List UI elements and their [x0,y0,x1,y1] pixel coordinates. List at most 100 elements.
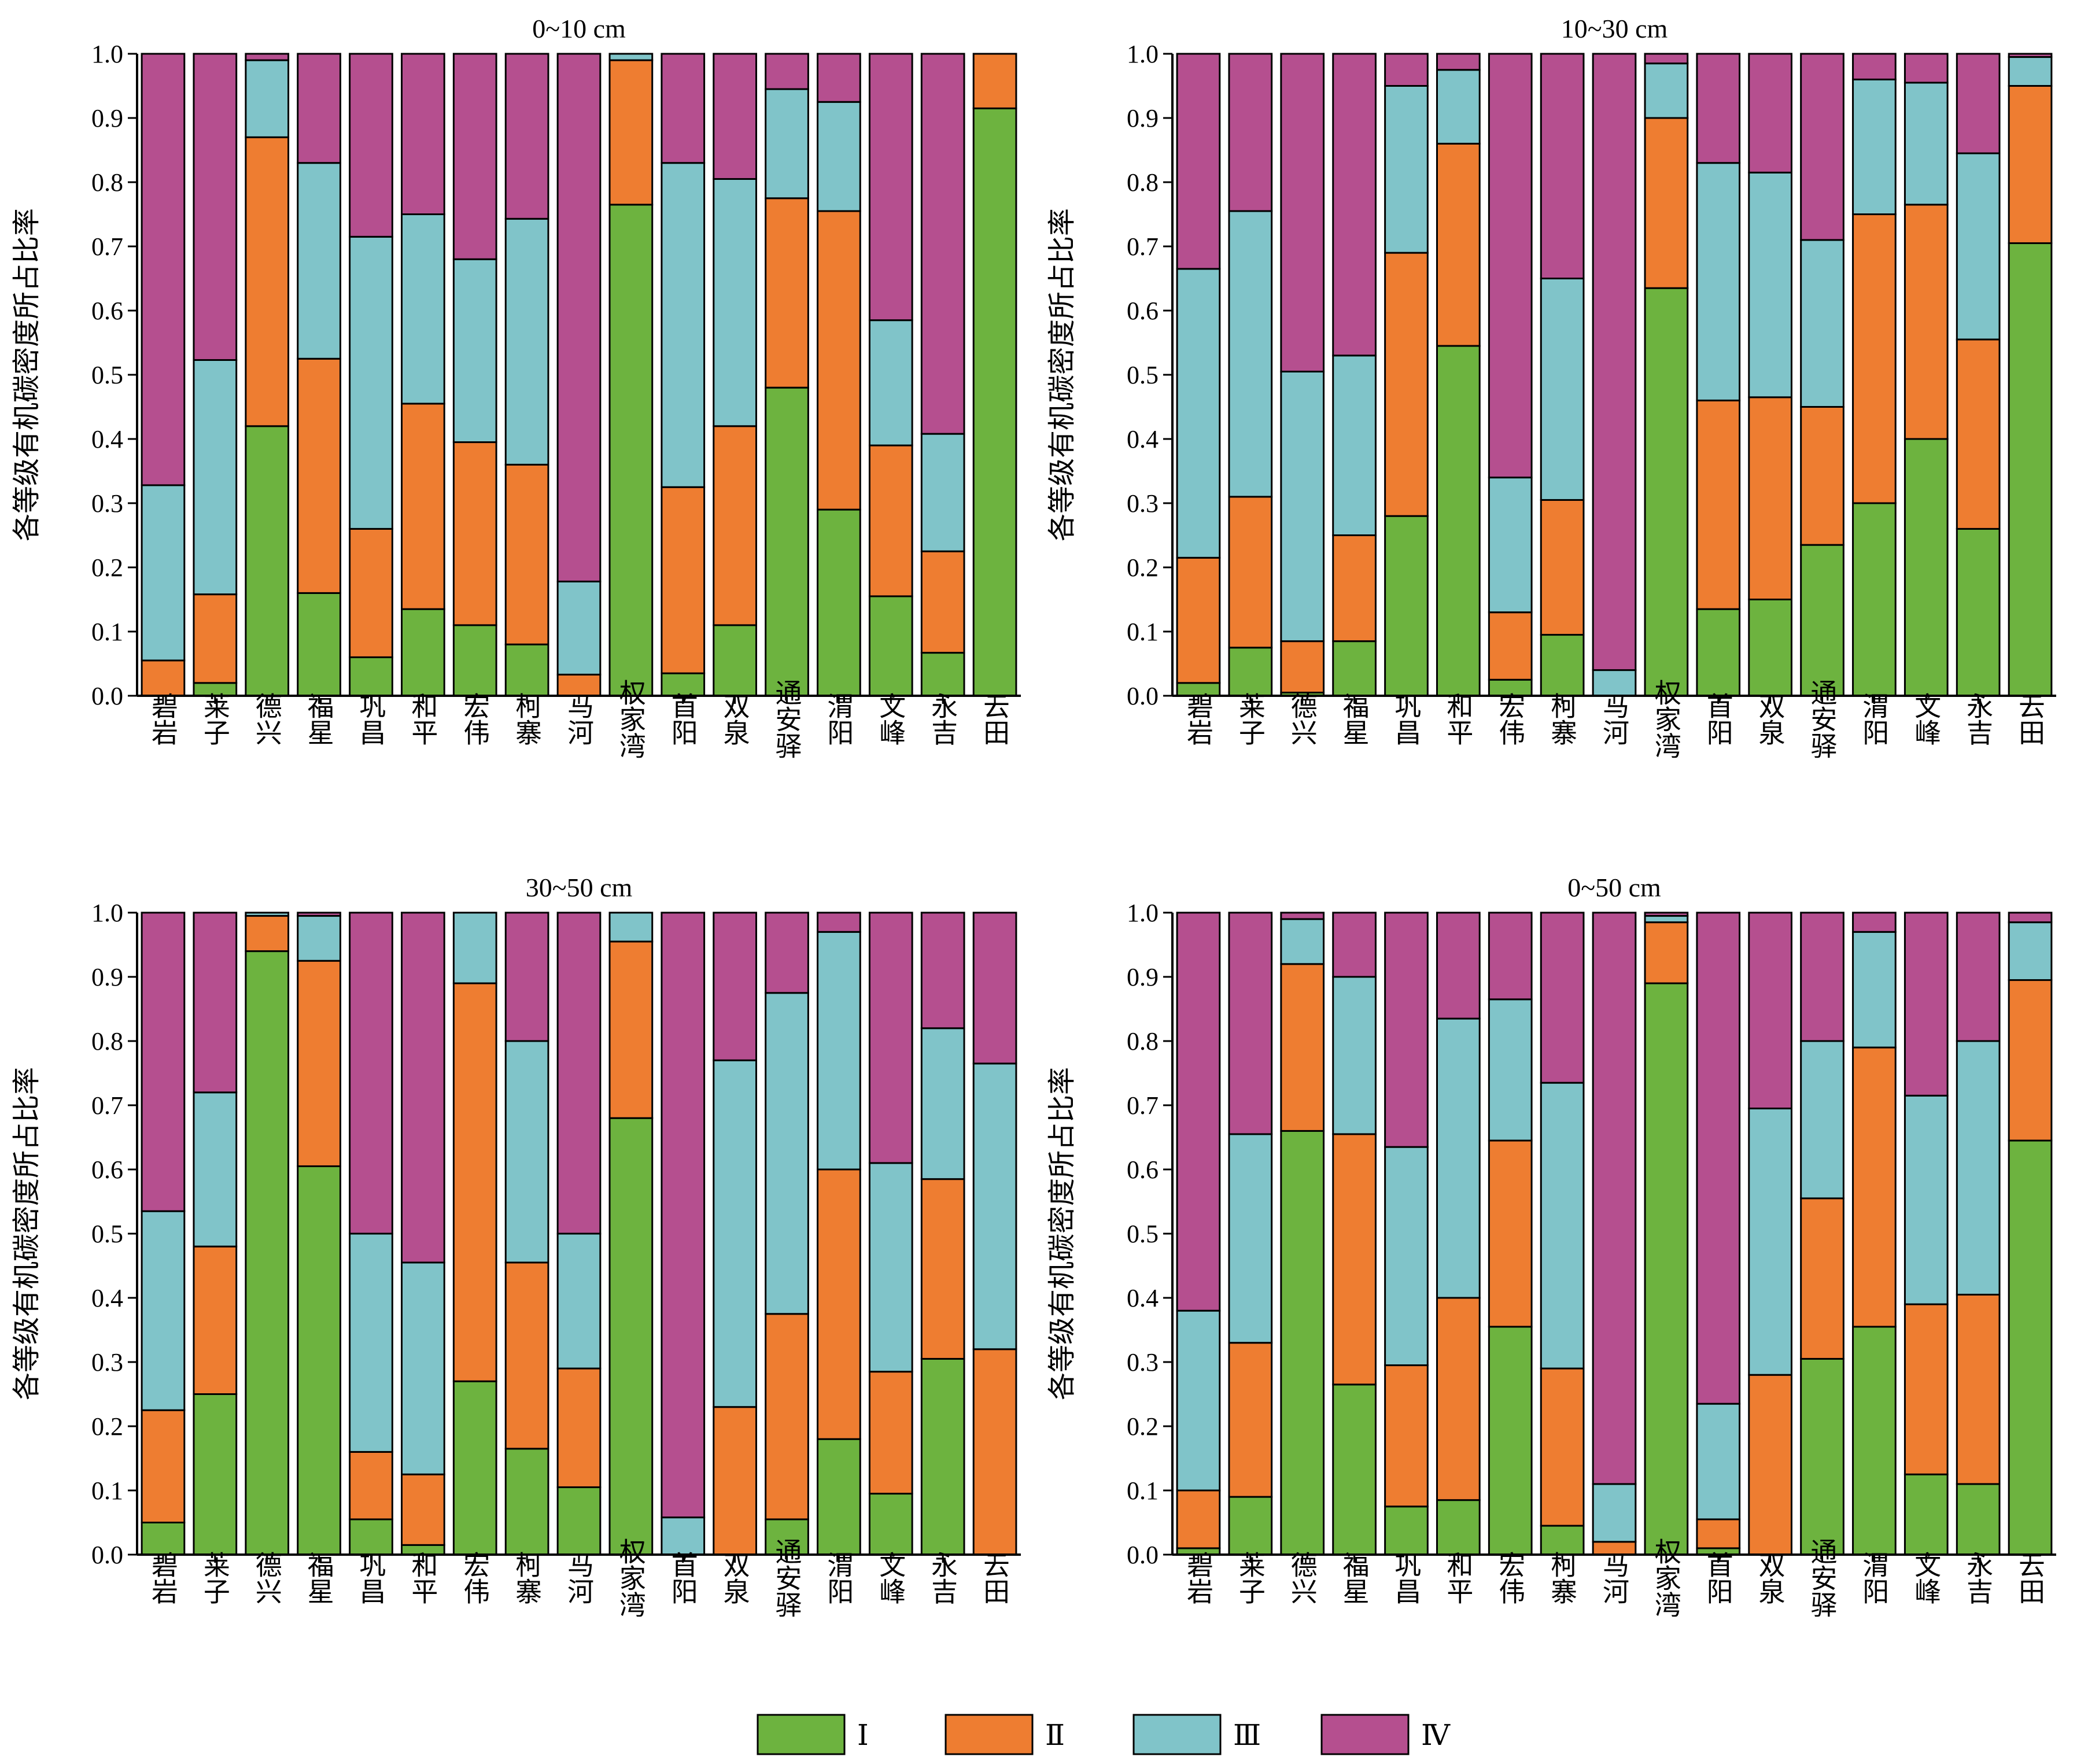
bar-segment-碧岩-Ⅲ [1176,268,1221,559]
bar-segment-文峰-Ⅳ [1903,53,1949,84]
bar-segment-权家湾-Ⅰ [1644,287,1689,697]
y-tick-label: 0.7 [1127,1091,1159,1120]
bar-segment-文峰-Ⅲ [868,319,913,446]
bar-segment-文峰-Ⅱ [1903,1303,1949,1475]
bar-segment-云田-Ⅳ [2008,911,2053,924]
bar-segment-云田-Ⅱ [972,53,1017,109]
bar-segment-柯寨-Ⅰ [1540,634,1585,697]
bar-segment-马河-Ⅲ [1592,1483,1637,1543]
bar-segment-德兴-Ⅰ [245,425,290,697]
bar-segment-通安驿-Ⅱ [1800,406,1844,546]
panel-title: 0~50 cm [1567,873,1661,902]
bar-segment-云田-Ⅰ [2008,1139,2053,1556]
bar-segment-渭阳-Ⅰ [1852,502,1897,697]
y-tick-label: 0.3 [91,489,123,518]
bar-segment-永吉-Ⅰ [920,1357,965,1556]
bar-segment-永吉-Ⅳ [920,911,965,1029]
bar-segment-权家湾-Ⅲ [608,911,654,943]
bar-segment-渭阳-Ⅲ [817,101,861,212]
bar-segment-福星-Ⅲ [297,162,341,360]
bar-segment-和平-Ⅲ [1436,69,1481,145]
category-label: 通安驿 [1807,679,1838,759]
bar-segment-碧岩-Ⅱ [1176,1489,1221,1549]
y-tick-label: 0.5 [1127,1220,1159,1248]
bar-segment-柯寨-Ⅳ [1540,53,1585,279]
bar-segment-文峰-Ⅲ [1903,1094,1949,1305]
bar-segment-马河-Ⅲ [556,580,602,676]
y-axis-label: 各等级有机碳密度所占比率 [1046,208,1078,541]
bar-segment-德兴-Ⅲ [1280,918,1325,965]
bar-segment-福星-Ⅱ [1332,1133,1377,1386]
bar-segment-和平-Ⅳ [1436,53,1481,71]
legend-swatch-II [945,1714,1034,1755]
bar-segment-德兴-Ⅰ [245,950,290,1556]
bar-segment-云田-Ⅳ [972,911,1017,1065]
y-tick-label: 0.1 [1127,618,1159,646]
bar-segment-和平-Ⅲ [401,213,445,405]
y-tick-label: 0.0 [1127,682,1159,710]
bar-segment-巩昌-Ⅲ [1384,1146,1429,1367]
y-tick-label: 0.6 [91,1156,123,1184]
bar-segment-和平-Ⅰ [401,608,445,697]
category-label: 权家湾 [615,679,647,759]
bar-segment-宏伟-Ⅲ [1488,998,1533,1142]
bar-segment-柯寨-Ⅰ [1540,1525,1585,1556]
bar-segment-和平-Ⅱ [1436,142,1481,347]
y-tick-label: 0.6 [1127,1156,1159,1184]
y-tick-label: 0.4 [91,425,123,453]
bar-segment-宏伟-Ⅳ [452,53,497,260]
y-tick-label: 0.7 [91,233,123,261]
bar-segment-莱子-Ⅳ [1228,53,1273,212]
bar-segment-文峰-Ⅰ [868,595,913,697]
bar-segment-和平-Ⅱ [401,403,445,610]
bar-segment-德兴-Ⅳ [1280,911,1325,920]
y-tick-label: 0.0 [91,682,123,710]
bar-segment-永吉-Ⅲ [1956,1040,2001,1296]
bar-segment-权家湾-Ⅲ [1644,915,1689,924]
bar-segment-福星-Ⅳ [297,911,341,917]
bar-segment-通安驿-Ⅲ [1800,1040,1844,1200]
bar-segment-柯寨-Ⅲ [1540,1082,1585,1370]
bar-segment-云田-Ⅲ [2008,56,2053,87]
bar-segment-宏伟-Ⅲ [1488,477,1533,614]
bar-segment-通安驿-Ⅳ [765,53,809,90]
bar-segment-首阳-Ⅳ [661,53,706,164]
bar-segment-双泉-Ⅱ [1748,396,1792,600]
bar-segment-渭阳-Ⅳ [1852,911,1897,933]
bar-segment-马河-Ⅱ [556,1367,602,1488]
bar-segment-福星-Ⅰ [1332,1383,1377,1556]
bar-segment-双泉-Ⅳ [1748,911,1792,1110]
y-tick-label: 0.2 [91,553,123,582]
bar-segment-永吉-Ⅳ [920,53,965,435]
bar-segment-德兴-Ⅱ [1280,640,1325,693]
bar-segment-柯寨-Ⅰ [504,1448,549,1556]
bar-segment-莱子-Ⅲ [193,1091,238,1248]
bar-segment-云田-Ⅰ [972,107,1017,697]
y-tick-label: 0.2 [1127,1412,1159,1441]
bar-segment-通安驿-Ⅱ [765,197,809,389]
bar-segment-渭阳-Ⅳ [1852,53,1897,80]
bar-segment-通安驿-Ⅲ [1800,239,1844,408]
bar-segment-莱子-Ⅰ [1228,647,1273,697]
bar-segment-莱子-Ⅳ [193,53,238,361]
y-tick-label: 0.0 [91,1541,123,1569]
y-tick-label: 0.0 [1127,1541,1159,1569]
bar-segment-权家湾-Ⅲ [1644,62,1689,119]
y-tick-label: 0.2 [91,1412,123,1441]
bar-segment-永吉-Ⅰ [1956,1483,2001,1556]
bar-segment-通安驿-Ⅳ [765,911,809,994]
panel-title: 0~10 cm [532,14,626,43]
bar-segment-德兴-Ⅲ [245,59,290,138]
bar-segment-首阳-Ⅲ [1696,1403,1741,1521]
y-tick-label: 1.0 [91,40,123,68]
bar-segment-德兴-Ⅱ [245,136,290,427]
bar-segment-双泉-Ⅳ [713,911,757,1061]
bar-segment-渭阳-Ⅰ [817,508,861,697]
bar-segment-永吉-Ⅱ [1956,1293,2001,1485]
bar-segment-文峰-Ⅳ [868,53,913,322]
y-tick-label: 0.7 [91,1091,123,1120]
bar-segment-文峰-Ⅰ [1903,438,1949,697]
bar-segment-永吉-Ⅳ [1956,911,2001,1042]
bar-segment-首阳-Ⅲ [1696,162,1741,401]
